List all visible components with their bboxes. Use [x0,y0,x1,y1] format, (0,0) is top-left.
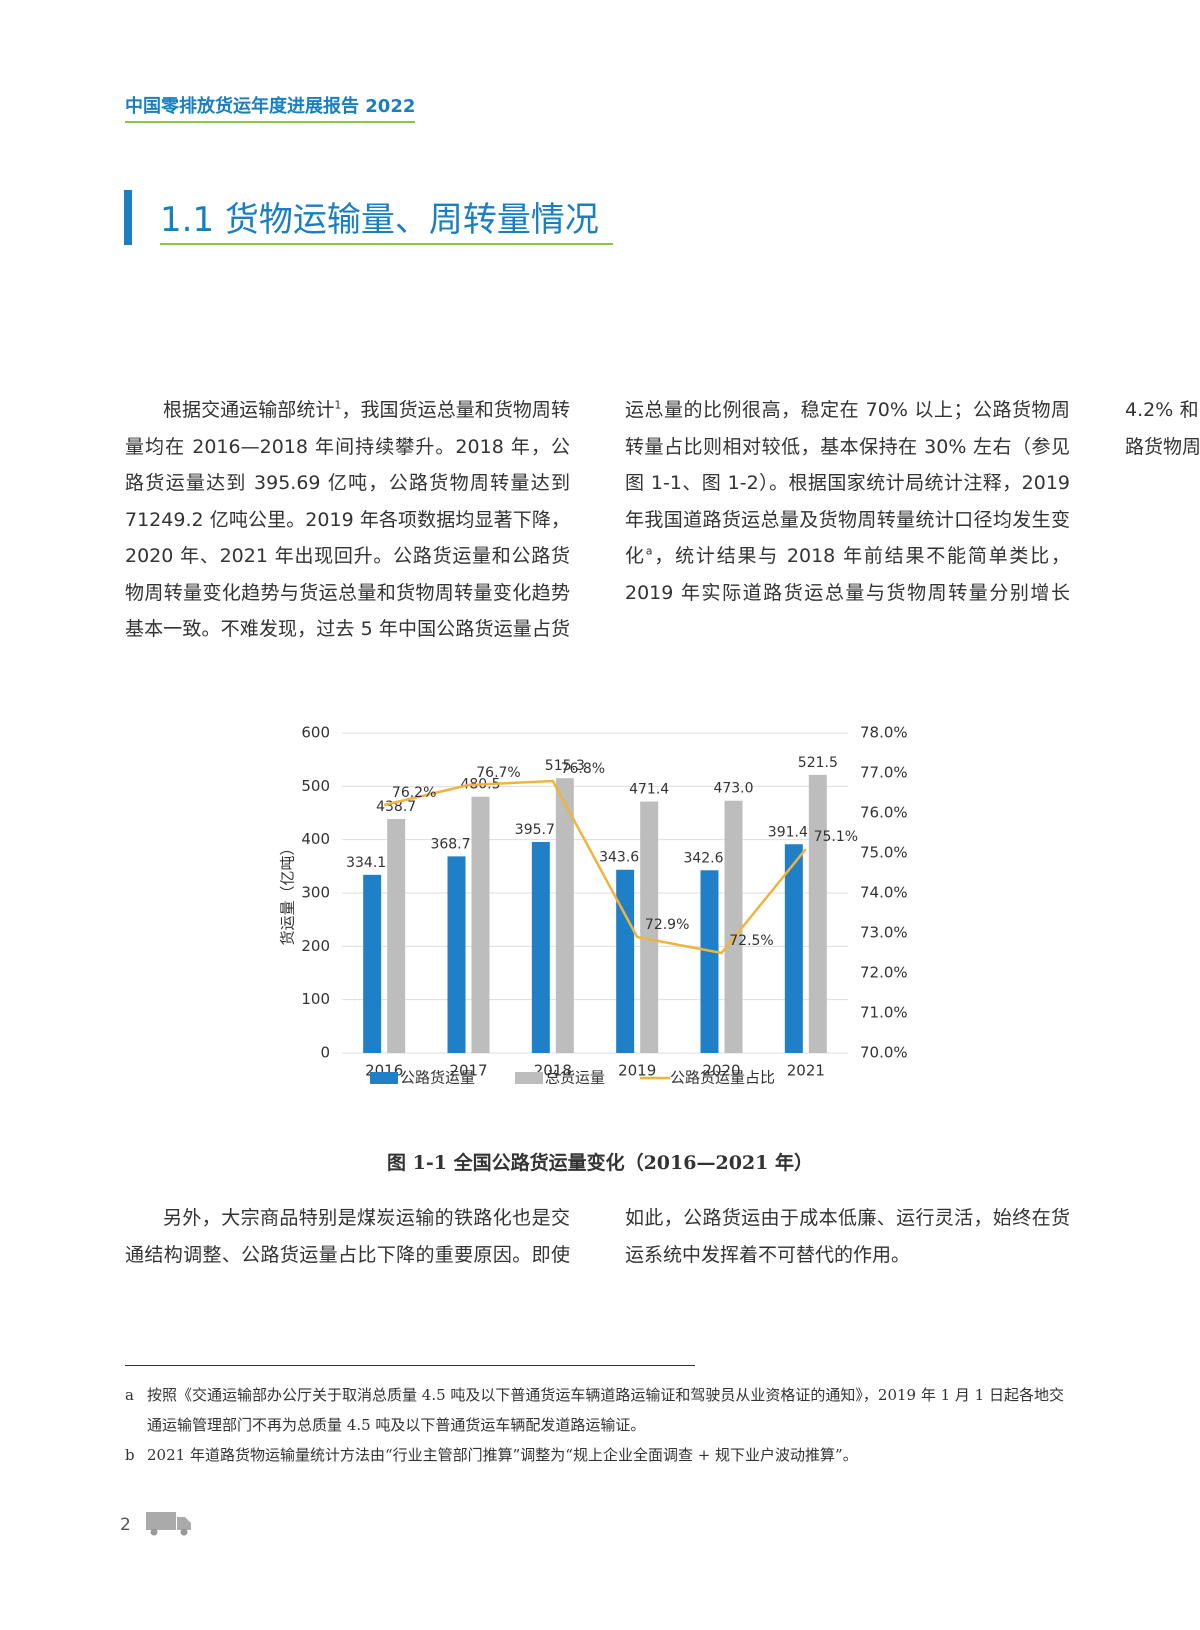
y2-tick-label: 76.0% [860,804,908,822]
value-label: 334.1 [346,855,386,871]
y-tick-label: 600 [301,724,330,742]
legend-label: 总货运量 [545,1069,605,1087]
bar [531,841,550,1053]
x-tick-label: 2020 [702,1062,740,1080]
y-tick-label: 400 [301,830,330,848]
value-label: 72.9% [645,917,689,933]
y2-tick-label: 75.0% [860,844,908,862]
bar [616,869,635,1053]
legend-label: 公路货运量占比 [670,1069,775,1087]
truck-icon [146,1512,191,1536]
x-tick-label: 2021 [787,1062,825,1080]
value-label: 391.4 [768,824,808,840]
value-label: 368.7 [430,836,470,852]
footnote: a 按照《交通运输部办公厅关于取消总质量 4.5 吨及以下普通货运车辆道路运输证和… [125,1380,1070,1440]
x-tick-label: 2018 [534,1062,572,1080]
value-label: 343.6 [599,850,639,866]
section-marker [124,190,132,245]
bar [471,796,490,1053]
legend-label: 公路货运量 [400,1069,475,1087]
y2-tick-label: 71.0% [860,1004,908,1022]
text-run: 另外，大宗商品特别是煤炭运输的铁路化也是交通结构调整、公路货运量占比下降的重要原… [125,1207,1070,1266]
footnote-ref: 1 [334,398,342,412]
y2-tick-label: 73.0% [860,924,908,942]
text-run: ，统计结果与 2018 年前结果不能简单类比，2019 年实际道路货运总量与货物… [625,399,1200,604]
bar [447,856,466,1053]
y-axis-label: 货运量（亿吨） [279,840,297,945]
footnote-text: 2021 年道路货物运输量统计方法由“行业主管部门推算”调整为“规上企业全面调查… [147,1446,858,1464]
y-tick-label: 200 [301,937,330,955]
value-label: 75.1% [814,829,858,845]
bar [640,801,659,1053]
text-run: ，我国货运总量和货物周转量均在 2016—2018 年间持续攀升。2018 年，… [125,399,1070,640]
paragraph: 根据交通运输部统计1，我国货运总量和货物周转量均在 2016—2018 年间持续… [125,392,1200,682]
footnote-rule [125,1365,695,1366]
bar [363,874,382,1053]
footnote-ref: a [645,544,653,558]
value-label: 515.3 [545,758,585,774]
footnote-text: 按照《交通运输部办公厅关于取消总质量 4.5 吨及以下普通货运车辆道路运输证和驾… [147,1386,1064,1434]
footnote: b 2021 年道路货物运输量统计方法由“行业主管部门推算”调整为“规上企业全面调… [125,1440,1070,1470]
line [383,779,807,955]
bar [784,844,803,1053]
value-label: 76.2% [392,785,436,801]
bar [700,870,719,1053]
bar [387,819,406,1053]
text-run: 。总体来说，我国道路货运总量与道路货物周转量仍然呈持续增加态势。 [1125,435,1200,458]
y2-tick-label: 74.0% [860,884,908,902]
value-label: 395.7 [515,822,555,838]
y-tick-label: 0 [320,1044,330,1062]
value-label: 471.4 [629,782,669,798]
body-text: 另外，大宗商品特别是煤炭运输的铁路化也是交通结构调整、公路货运量占比下降的重要原… [125,1200,1070,1280]
bar [808,774,827,1053]
paragraph: 另外，大宗商品特别是煤炭运输的铁路化也是交通结构调整、公路货运量占比下降的重要原… [125,1200,1070,1273]
y2-tick-label: 70.0% [860,1044,908,1062]
footnotes: a 按照《交通运输部办公厅关于取消总质量 4.5 吨及以下普通货运车辆道路运输证和… [125,1380,1070,1470]
value-label: 521.5 [798,755,838,771]
x-tick-label: 2019 [618,1062,656,1080]
report-header: 中国零排放货运年度进展报告 2022 [125,92,416,123]
footnote-key: a [125,1386,134,1404]
value-label: 438.7 [376,799,416,815]
x-tick-label: 2017 [449,1062,487,1080]
page-number: 2 [120,1515,131,1535]
value-label: 342.6 [683,850,723,866]
legend-swatch [515,1072,543,1084]
body-text: 根据交通运输部统计1，我国货运总量和货物周转量均在 2016—2018 年间持续… [125,392,1200,682]
bar [724,800,743,1053]
y2-tick-label: 77.0% [860,764,908,782]
y2-tick-label: 78.0% [860,724,908,742]
chart: 货运量（亿吨） 0 100 200 300 400 500 600 70.0% 71.0% 72.… [279,724,908,1087]
value-label: 72.5% [729,933,773,949]
figure-caption: 图 1-1 全国公路货运量变化（2016—2021 年） [387,1152,813,1174]
y2-tick-label: 72.0% [860,964,908,982]
y-tick-label: 300 [301,884,330,902]
value-label: 76.8% [561,761,605,777]
footnote-key: b [125,1446,135,1464]
y-tick-label: 100 [301,990,330,1008]
value-label: 473.0 [713,781,753,797]
y-tick-label: 500 [301,777,330,795]
section-title: 1.1 货物运输量、周转量情况 [160,192,613,245]
legend-swatch [370,1072,398,1084]
bar [555,778,574,1053]
text-run: 根据交通运输部统计 [163,399,335,421]
value-label: 76.7% [476,765,520,781]
